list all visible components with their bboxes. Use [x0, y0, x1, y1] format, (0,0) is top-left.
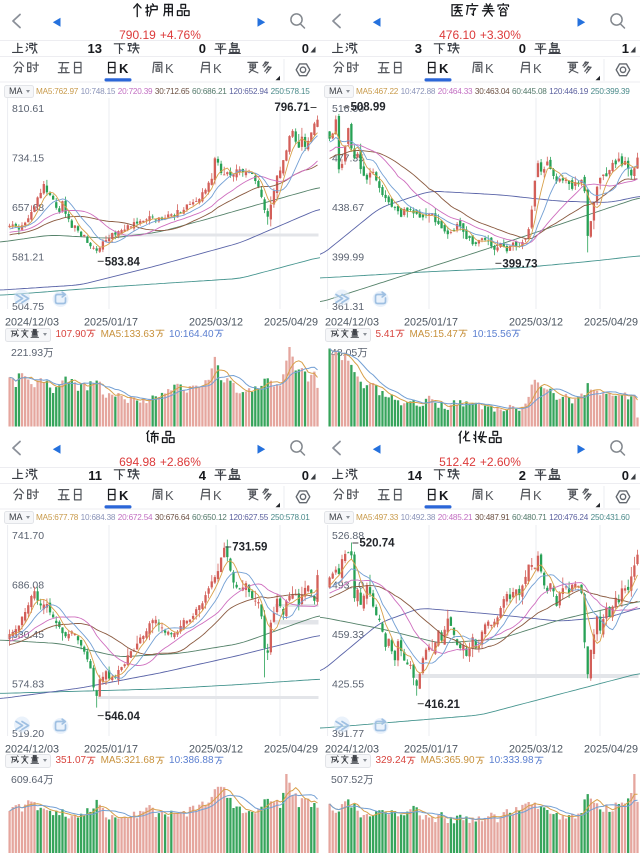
svg-text:581.21: 581.21 [12, 251, 44, 263]
svg-text:520.74: 520.74 [359, 537, 395, 549]
svg-text:2025/03/12: 2025/03/12 [509, 743, 563, 755]
svg-text:2024/12/03: 2024/12/03 [5, 743, 59, 755]
svg-text:508.99: 508.99 [351, 102, 386, 114]
svg-text:2025/01/17: 2025/01/17 [404, 316, 458, 328]
svg-text:2025/03/12: 2025/03/12 [509, 316, 563, 328]
svg-text:2025/01/17: 2025/01/17 [84, 316, 138, 328]
svg-text:425.55: 425.55 [332, 678, 364, 690]
svg-text:221.93万: 221.93万 [11, 347, 54, 359]
svg-text:2024/12/03: 2024/12/03 [325, 316, 379, 328]
svg-text:657.68: 657.68 [12, 202, 44, 214]
svg-text:731.59: 731.59 [232, 541, 267, 553]
svg-text:2025/03/12: 2025/03/12 [189, 316, 243, 328]
svg-text:459.33: 459.33 [332, 628, 364, 640]
svg-text:2025/01/17: 2025/01/17 [84, 743, 138, 755]
svg-text:507.52万: 507.52万 [331, 774, 374, 786]
svg-text:399.99: 399.99 [332, 251, 364, 263]
svg-text:741.70: 741.70 [12, 529, 44, 541]
svg-text:546.04: 546.04 [105, 710, 141, 722]
svg-text:810.61: 810.61 [12, 103, 44, 115]
svg-text:2025/01/17: 2025/01/17 [404, 743, 458, 755]
svg-text:399.73: 399.73 [502, 259, 537, 271]
svg-text:516.03: 516.03 [332, 103, 364, 115]
svg-text:609.64万: 609.64万 [11, 774, 54, 786]
svg-text:2025/04/29: 2025/04/29 [264, 316, 318, 328]
svg-text:2025/04/29: 2025/04/29 [264, 743, 318, 755]
svg-text:796.71: 796.71 [274, 102, 310, 114]
svg-text:583.84: 583.84 [105, 257, 141, 269]
svg-text:574.83: 574.83 [12, 678, 44, 690]
svg-text:477.35: 477.35 [332, 152, 364, 164]
svg-text:526.88: 526.88 [332, 529, 364, 541]
svg-text:48.05万: 48.05万 [331, 347, 368, 359]
svg-text:416.21: 416.21 [425, 698, 461, 710]
svg-text:2025/03/12: 2025/03/12 [189, 743, 243, 755]
svg-text:2025/04/29: 2025/04/29 [584, 316, 638, 328]
svg-text:2024/12/03: 2024/12/03 [325, 743, 379, 755]
svg-text:438.67: 438.67 [332, 202, 364, 214]
svg-text:734.15: 734.15 [12, 152, 44, 164]
svg-text:2025/04/29: 2025/04/29 [584, 743, 638, 755]
svg-text:2024/12/03: 2024/12/03 [5, 316, 59, 328]
svg-text:686.08: 686.08 [12, 579, 44, 591]
